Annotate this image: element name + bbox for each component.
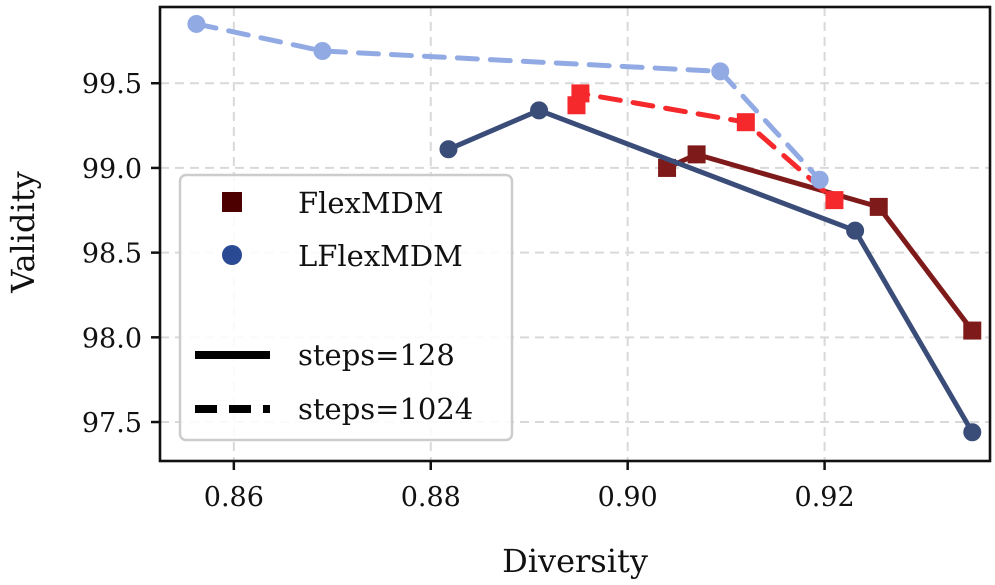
legend-label-flexmdm: FlexMDM	[298, 186, 444, 220]
x-tick-label: 0.88	[401, 482, 461, 513]
series-layer	[187, 14, 982, 442]
series-lflexmdm-steps-1024	[187, 14, 829, 189]
y-tick-label: 99.5	[82, 69, 142, 100]
y-tick-label: 97.5	[82, 408, 142, 439]
series-line-lflexmdm-steps-1024	[193, 21, 823, 183]
y-tick-label: 99.0	[82, 154, 142, 185]
data-point-lflexmdm-steps-1024	[810, 170, 829, 189]
data-point-lflexmdm-steps-1024	[313, 42, 332, 61]
plot-frame	[158, 5, 992, 463]
data-point-lflexmdm-steps-128	[846, 221, 865, 240]
legend: FlexMDM LFlexMDM steps=128 steps=1024	[178, 173, 514, 442]
data-point-lflexmdm-steps-128	[439, 140, 458, 159]
legend-label-steps-1024: steps=1024	[298, 392, 473, 426]
x-tick-label: 0.86	[204, 482, 264, 513]
series-line-flexmdm-steps-128	[664, 151, 975, 334]
data-point-flexmdm-steps-1024	[736, 113, 755, 132]
x-tick-label: 0.90	[598, 482, 658, 513]
legend-box	[178, 173, 514, 442]
series-lflexmdm-steps-128	[439, 101, 982, 442]
legend-label-steps-128: steps=128	[298, 338, 455, 372]
data-point-flexmdm-steps-128	[869, 197, 888, 216]
data-point-lflexmdm-steps-1024	[711, 62, 730, 81]
data-point-lflexmdm-steps-1024	[187, 14, 206, 33]
x-tick-label: 0.92	[795, 482, 855, 513]
data-point-flexmdm-steps-1024	[571, 84, 590, 103]
axis-ticks: 0.86 0.88 0.90 0.92 97.5 98.0 98.5 99.0 99.5	[82, 69, 855, 513]
data-point-flexmdm-steps-1024	[825, 191, 844, 210]
series-flexmdm-steps-1024	[567, 84, 844, 210]
data-point-flexmdm-steps-128	[963, 321, 982, 340]
y-tick-label: 98.5	[82, 239, 142, 270]
x-axis-title: Diversity	[502, 542, 648, 580]
data-point-flexmdm-steps-128	[687, 145, 706, 164]
data-point-lflexmdm-steps-128	[530, 101, 549, 120]
series-line-lflexmdm-steps-128	[446, 107, 975, 435]
y-axis-title: Validity	[4, 171, 42, 293]
y-tick-label: 98.0	[82, 323, 142, 354]
legend-marker-lflexmdm	[222, 245, 242, 265]
legend-label-lflexmdm: LFlexMDM	[298, 239, 463, 273]
data-point-lflexmdm-steps-128	[963, 423, 982, 442]
legend-marker-flexmdm	[222, 192, 242, 212]
